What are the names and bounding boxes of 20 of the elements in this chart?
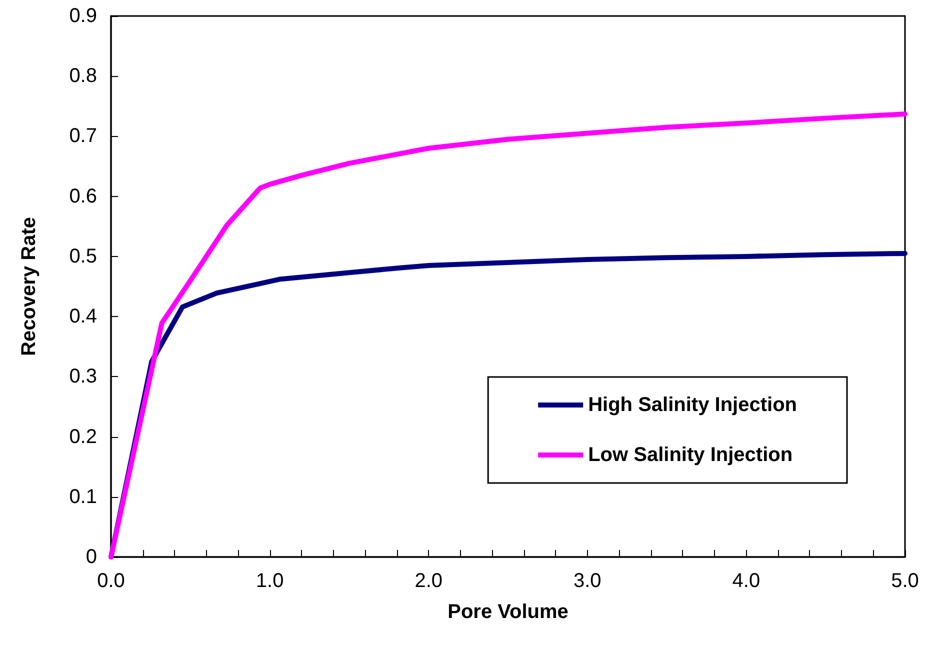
y-tick-label: 0.9	[69, 5, 97, 27]
y-tick-label: 0.8	[69, 65, 97, 88]
x-tick-label: 0.0	[97, 570, 125, 592]
x-tick-label: 4.0	[732, 570, 760, 592]
x-tick-label: 2.0	[414, 570, 443, 592]
y-axis-title: Recovery Rate	[18, 217, 40, 356]
y-tick-label: 0.5	[69, 245, 97, 268]
x-axis-title: Pore Volume	[448, 601, 568, 623]
y-tick-label: 0	[86, 546, 97, 568]
y-tick-label: 0.2	[69, 426, 97, 448]
y-tick-label: 0.7	[69, 125, 97, 148]
x-tick-label: 3.0	[573, 570, 602, 592]
y-tick-label: 0.1	[69, 486, 97, 508]
x-tick-label: 1.0	[256, 570, 284, 592]
y-tick-label: 0.6	[69, 185, 97, 208]
legend-label: High Salinity Injection	[588, 394, 797, 416]
y-tick-label: 0.4	[69, 306, 97, 328]
y-tick-label: 0.3	[69, 366, 97, 388]
x-tick-label: 5.0	[891, 570, 919, 592]
legend-label: Low Salinity Injection	[588, 444, 793, 466]
